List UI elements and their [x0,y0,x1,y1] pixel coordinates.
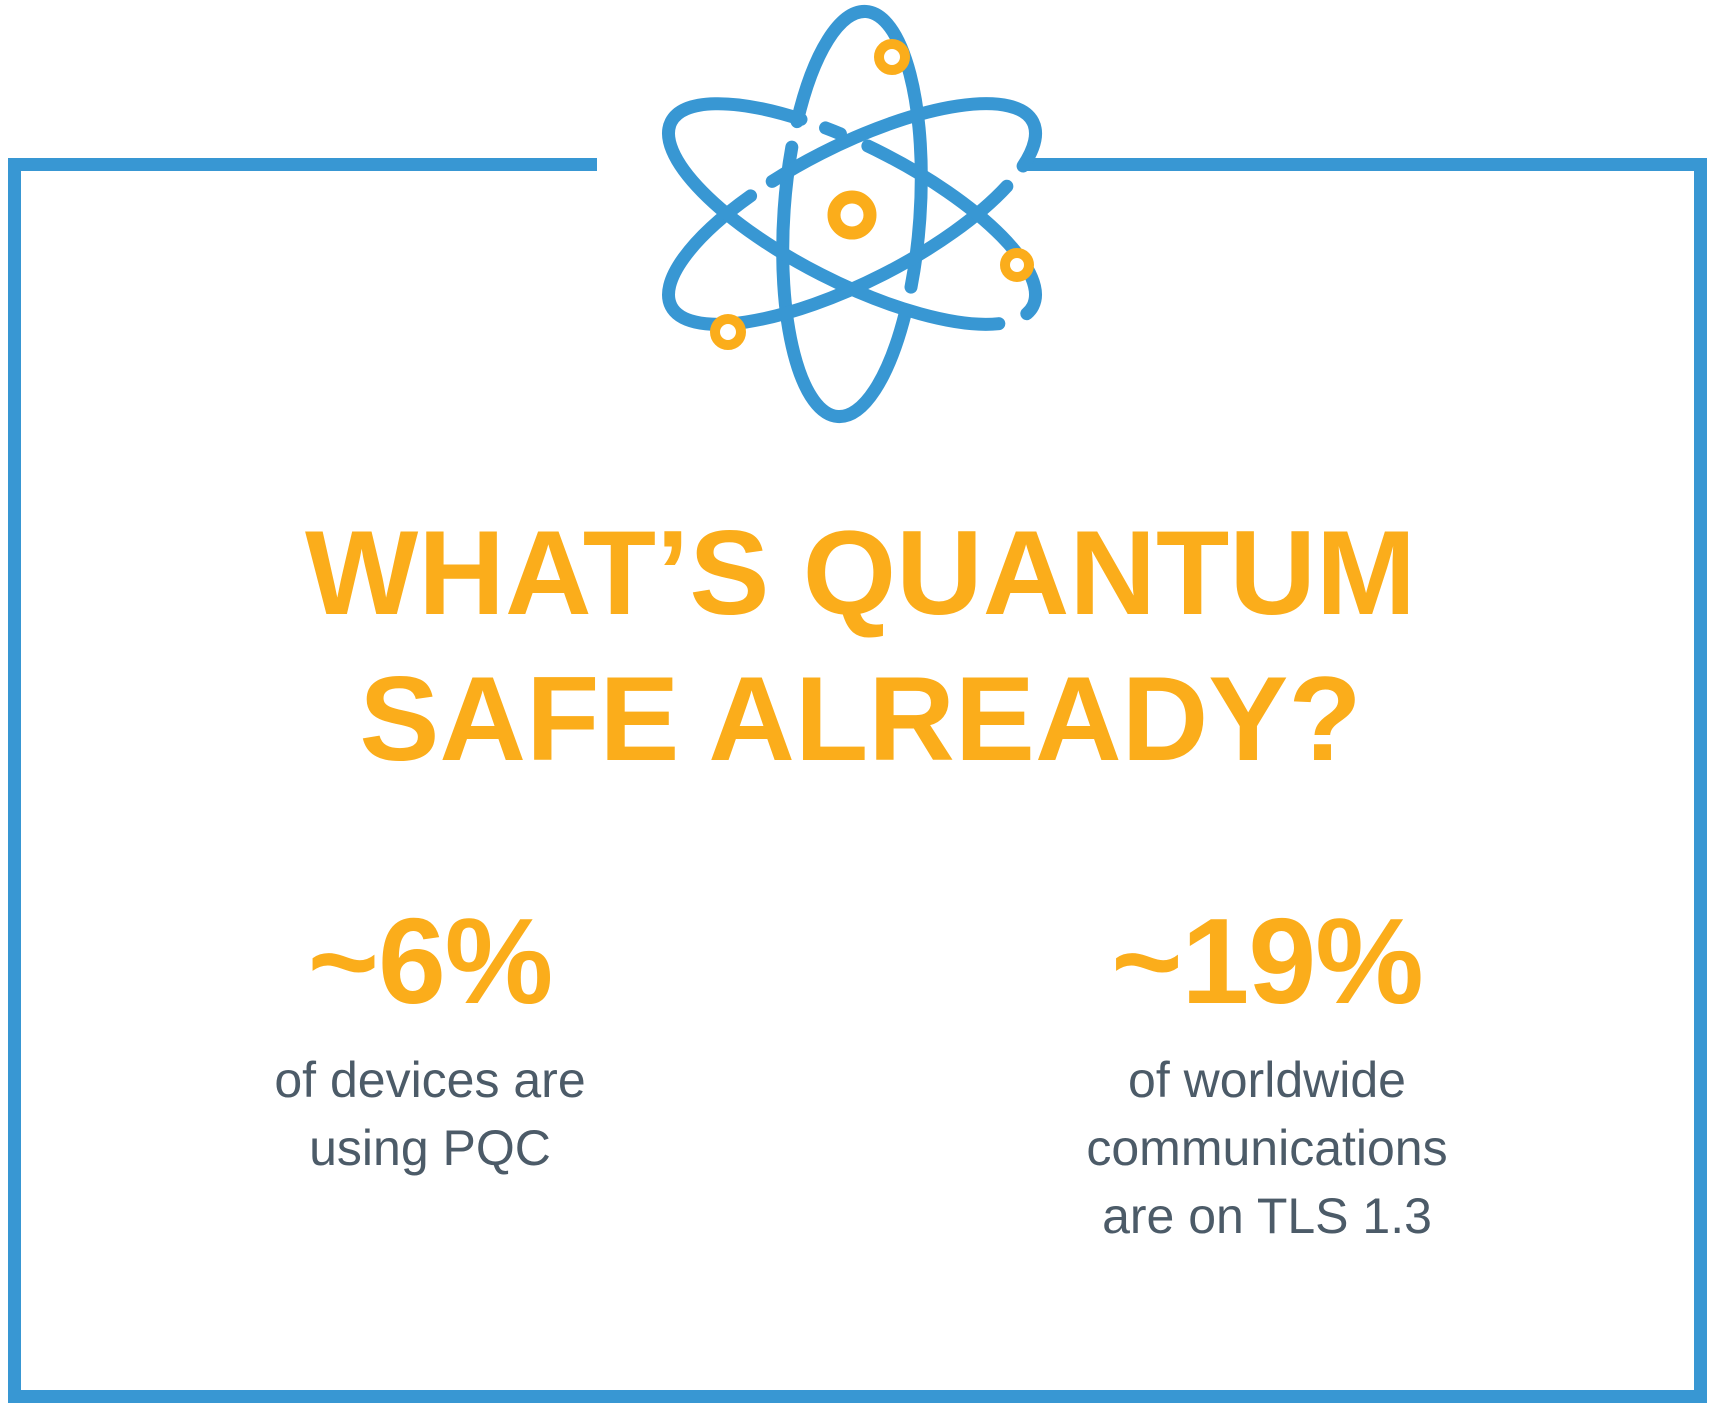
stat-label-line: using PQC [309,1120,551,1176]
stat-value: ~19% [1111,893,1423,1029]
stat-value: ~6% [307,893,554,1029]
page-title-line-1: WHAT’S QUANTUM [305,506,1416,640]
stat-label-line: communications [1086,1120,1448,1176]
orbit-ellipse-left [662,97,1042,331]
electron-circle-top [874,39,910,75]
orbit-ellipse-right [662,97,1042,331]
stat-label: of devices are using PQC [120,1046,740,1182]
electron-circle-right [1000,248,1034,282]
electron-circle-bottom-left [710,314,746,350]
stat-devices-pqc: ~6% of devices are using PQC [120,900,740,1182]
stat-label-line: of worldwide [1128,1052,1406,1108]
stat-label-line: are on TLS 1.3 [1102,1188,1432,1244]
stat-tls13: ~19% of worldwide communications are on … [957,900,1577,1250]
card-frame [8,158,1707,1403]
page-title: WHAT’S QUANTUM SAFE ALREADY? [0,500,1721,792]
stats-row: ~6% of devices are using PQC ~19% of wor… [0,900,1721,1360]
page-title-line-2: SAFE ALREADY? [359,652,1362,786]
atom-icon [662,4,1042,424]
stat-label-line: of devices are [274,1052,586,1108]
stat-label: of worldwide communications are on TLS 1… [957,1046,1577,1250]
nucleus-circle [827,190,877,240]
